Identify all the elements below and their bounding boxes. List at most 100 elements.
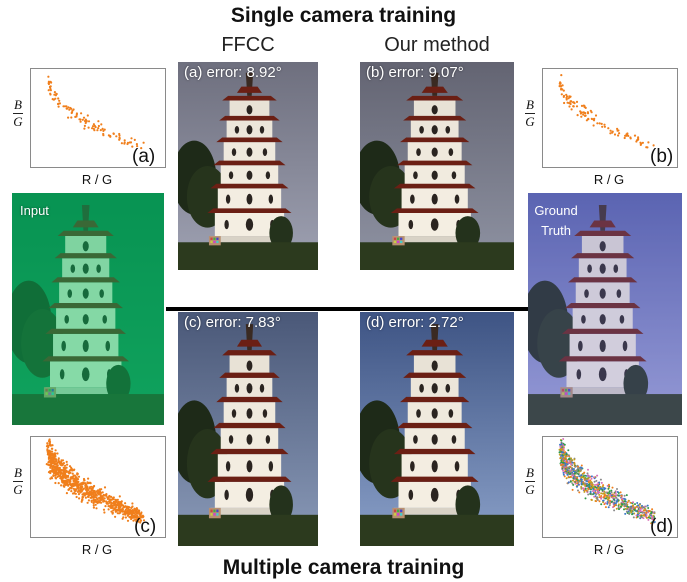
scatter-point xyxy=(48,450,51,453)
scatter-point xyxy=(74,484,77,487)
scatter-point xyxy=(603,503,606,506)
ylabel-a-num: B xyxy=(14,97,22,112)
image-d-error-label: (d) error: 2.72° xyxy=(366,314,464,331)
scatter-b-frame xyxy=(542,68,678,168)
input-image: Input xyxy=(12,193,164,425)
scatter-point xyxy=(76,487,79,490)
scatter-point xyxy=(49,92,52,95)
scatter-point xyxy=(582,483,585,486)
scatter-point xyxy=(580,478,582,481)
scatter-point xyxy=(126,519,130,522)
scatter-point xyxy=(580,464,583,467)
scatter-point xyxy=(565,453,568,456)
scatter-point xyxy=(623,504,626,507)
scatter-point xyxy=(54,481,57,485)
scatter-point xyxy=(91,127,94,130)
scatter-point xyxy=(562,471,565,474)
scatter-point xyxy=(643,509,646,512)
scatter-point xyxy=(645,511,648,514)
scatter-point xyxy=(647,509,650,512)
scatter-point xyxy=(604,506,607,509)
scatter-point xyxy=(635,140,638,143)
scatter-point xyxy=(613,509,616,512)
scatter-point xyxy=(72,479,75,483)
scatter-point xyxy=(131,509,134,512)
scatter-point xyxy=(567,97,570,100)
ground-truth-image: Ground Truth xyxy=(528,193,682,425)
scatter-point xyxy=(558,451,561,454)
scatter-point xyxy=(57,460,60,463)
scatter-point xyxy=(595,479,598,482)
scatter-point xyxy=(643,507,646,509)
scatter-point xyxy=(614,504,617,506)
scatter-point xyxy=(606,502,609,505)
scatter-point xyxy=(602,499,605,502)
scatter-point xyxy=(57,457,60,460)
scatter-point xyxy=(562,473,565,476)
scatter-point xyxy=(123,142,126,145)
scatter-point xyxy=(82,482,85,485)
scatter-point xyxy=(107,508,110,511)
scatter-point xyxy=(603,488,606,491)
scatter-point xyxy=(648,515,651,518)
scatter-point xyxy=(72,477,75,480)
scatter-point xyxy=(58,99,61,102)
scatter-point xyxy=(47,446,50,449)
scatter-point xyxy=(598,496,601,499)
scatter-point xyxy=(612,498,615,501)
scatter-point xyxy=(578,467,581,470)
scatter-point xyxy=(630,511,633,514)
scatter-point xyxy=(575,105,579,108)
scatter-point xyxy=(99,494,102,497)
scatter-point xyxy=(51,444,54,447)
scatter-point xyxy=(567,454,570,457)
scatter-point xyxy=(74,492,77,495)
scatter-point xyxy=(591,485,594,488)
scatter-point xyxy=(87,489,90,492)
scatter-point xyxy=(569,480,572,483)
scatter-point xyxy=(573,472,576,475)
scatter-point xyxy=(597,485,600,487)
scatter-point xyxy=(134,511,137,514)
scatter-point xyxy=(61,464,64,467)
scatter-point xyxy=(625,510,628,513)
scatter-point xyxy=(617,494,620,497)
scatter-point xyxy=(565,98,568,101)
scatter-point xyxy=(49,466,52,469)
scatter-point xyxy=(564,454,567,457)
scatter-point xyxy=(70,116,73,119)
scatter-point xyxy=(607,487,610,490)
scatter-point xyxy=(594,114,598,117)
scatter-point xyxy=(97,127,100,130)
scatter-point xyxy=(65,483,68,486)
scatter-point xyxy=(54,97,57,100)
scatter-point xyxy=(52,474,55,477)
scatter-point xyxy=(573,458,576,461)
scatter-point xyxy=(60,476,63,479)
scatter-point xyxy=(584,487,587,490)
scatter-point xyxy=(589,109,592,112)
image-c-error-label: (c) error: 7.83° xyxy=(184,314,281,331)
scatter-point xyxy=(643,513,646,516)
scatter-point xyxy=(112,500,115,503)
scatter-point xyxy=(68,481,71,484)
scatter-point xyxy=(87,499,90,502)
scatter-point xyxy=(559,456,562,459)
scatter-point xyxy=(129,141,133,144)
scatter-point xyxy=(123,139,126,142)
scatter-point xyxy=(112,504,115,507)
scatter-point xyxy=(136,517,139,521)
scatter-point xyxy=(97,120,100,123)
scatter-point xyxy=(81,495,84,498)
scatter-point xyxy=(101,491,104,494)
scatter-point xyxy=(560,74,563,77)
divider-line xyxy=(166,307,528,311)
scatter-point xyxy=(49,470,52,473)
scatter-point xyxy=(609,499,611,502)
scatter-point xyxy=(57,97,60,100)
scatter-point xyxy=(77,493,80,496)
scatter-point xyxy=(572,105,575,108)
scatter-plot-b: B G (b) R / G xyxy=(518,66,682,192)
scatter-point xyxy=(603,494,606,497)
scatter-point xyxy=(638,503,641,506)
